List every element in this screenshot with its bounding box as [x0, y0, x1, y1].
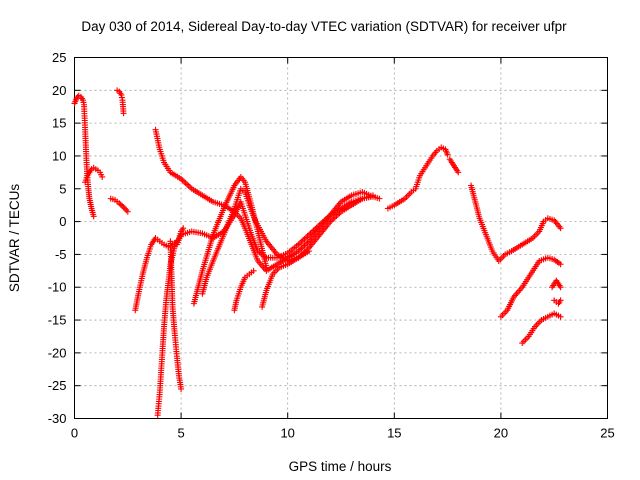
- y-tick-label: -15: [48, 313, 67, 328]
- series-arc-14: [259, 248, 313, 310]
- x-tick-label: 10: [280, 426, 294, 441]
- y-tick-label: 25: [52, 50, 66, 65]
- series-arc-3: [82, 164, 106, 186]
- series-arc-19: [519, 310, 564, 347]
- x-tick-label: 20: [494, 426, 508, 441]
- series-arc-2: [81, 103, 97, 220]
- series-arc-18: [497, 254, 564, 320]
- data-point: [369, 192, 376, 199]
- plot-frame: [74, 57, 608, 419]
- data-point: [455, 169, 462, 176]
- y-tick-label: 0: [59, 214, 66, 229]
- data-point: [376, 195, 383, 202]
- data-point: [557, 284, 564, 291]
- data-point: [116, 200, 123, 207]
- chart-title: Day 030 of 2014, Sidereal Day-to-day VTE…: [81, 19, 567, 34]
- series-arc-16: [446, 156, 462, 176]
- data-point: [263, 264, 270, 271]
- y-tick-label: 5: [59, 181, 66, 196]
- y-tick-label: -10: [48, 280, 67, 295]
- series-arc-6: [132, 235, 180, 314]
- series-arc-17: [468, 182, 564, 264]
- y-tick-label: 20: [52, 83, 66, 98]
- x-tick-label: 5: [177, 426, 184, 441]
- x-tick-label: 25: [600, 426, 614, 441]
- series-arc-15: [384, 144, 451, 212]
- data-point: [557, 261, 564, 268]
- series-arc-8: [167, 238, 185, 392]
- y-tick-label: -30: [48, 411, 67, 426]
- data-point: [99, 173, 106, 180]
- data-point: [184, 181, 191, 188]
- data-point: [124, 208, 131, 215]
- data-point: [121, 205, 128, 212]
- series-arc-5: [107, 195, 131, 215]
- y-tick-label: 15: [52, 116, 66, 131]
- series-arc-7: [154, 225, 187, 419]
- axis-ticks: 0 5 10 15 20 25 -30 -25 -20 -15 -10 -5 0 5 10 15 20 25: [48, 50, 615, 441]
- data-points: [71, 87, 564, 419]
- series-arc-13: [231, 267, 257, 314]
- y-tick-label: -5: [55, 247, 67, 262]
- data-point: [557, 313, 564, 320]
- data-point: [250, 267, 257, 274]
- data-point: [119, 202, 126, 209]
- series-arc-20: [549, 277, 564, 291]
- series-arc-21: [551, 297, 564, 307]
- series-arc-1: [71, 92, 88, 108]
- data-point: [306, 248, 313, 255]
- data-point: [444, 151, 451, 158]
- data-point: [180, 225, 187, 232]
- x-axis-title: GPS time / hours: [289, 459, 392, 474]
- data-point: [120, 110, 127, 117]
- data-point: [557, 297, 564, 304]
- data-point: [178, 385, 185, 392]
- data-point: [117, 201, 124, 208]
- y-axis-title: SDTVAR / TECUs: [7, 184, 22, 293]
- data-point: [185, 182, 192, 189]
- grid-lines: [74, 57, 608, 419]
- data-point: [123, 207, 130, 214]
- data-point: [90, 213, 97, 220]
- y-tick-label: -20: [48, 345, 67, 360]
- x-tick-label: 15: [387, 426, 401, 441]
- data-point: [557, 225, 564, 232]
- series-arc-9: [152, 126, 383, 274]
- y-tick-label: -25: [48, 378, 67, 393]
- data-point: [181, 178, 188, 185]
- series-arc-4: [114, 87, 127, 117]
- y-tick-label: 10: [52, 148, 66, 163]
- data-point: [182, 180, 189, 187]
- x-tick-label: 0: [71, 426, 78, 441]
